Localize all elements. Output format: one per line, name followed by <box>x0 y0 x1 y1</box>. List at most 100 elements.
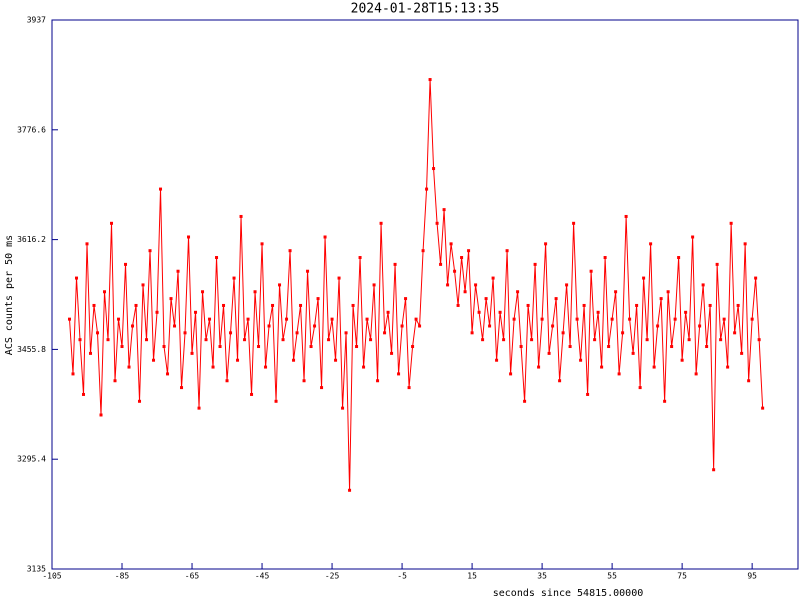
data-point <box>355 345 359 349</box>
data-point <box>162 345 166 349</box>
x-tick-label: 55 <box>607 572 617 581</box>
data-point <box>274 399 278 403</box>
data-point <box>558 379 562 383</box>
data-point <box>159 187 163 191</box>
data-point <box>369 338 373 342</box>
data-point <box>309 345 313 349</box>
data-point <box>306 269 310 273</box>
data-point <box>404 297 408 301</box>
data-point <box>712 468 716 472</box>
data-point <box>288 249 292 253</box>
chart-title: 2024-01-28T15:13:35 <box>351 2 500 17</box>
data-point <box>148 249 152 253</box>
data-point <box>204 338 208 342</box>
data-point <box>169 297 173 301</box>
data-point <box>211 365 215 369</box>
data-point <box>337 276 341 280</box>
x-tick-label: -45 <box>255 572 270 581</box>
data-point <box>740 351 744 355</box>
data-point <box>372 283 376 287</box>
data-point <box>99 413 103 417</box>
data-point <box>649 242 653 246</box>
data-point <box>376 379 380 383</box>
data-point <box>491 276 495 280</box>
data-point <box>701 283 705 287</box>
data-point <box>705 345 709 349</box>
data-point <box>222 303 226 307</box>
data-point <box>502 338 506 342</box>
y-tick-label: 3616.2 <box>17 235 46 244</box>
data-point <box>110 221 114 225</box>
data-point <box>92 303 96 307</box>
y-axis-label: ACS counts per 50 ms <box>4 235 15 355</box>
data-point <box>124 262 128 266</box>
x-tick-label: -85 <box>115 572 130 581</box>
data-point <box>323 235 327 239</box>
data-point <box>425 187 429 191</box>
data-point <box>673 317 677 321</box>
data-point <box>341 406 345 410</box>
data-point <box>579 358 583 362</box>
data-point <box>421 249 425 253</box>
data-point <box>383 331 387 335</box>
data-point <box>208 317 212 321</box>
data-point <box>603 256 607 260</box>
data-point <box>96 331 100 335</box>
data-point <box>145 338 149 342</box>
y-tick-label: 3937 <box>27 16 46 25</box>
data-point <box>435 221 439 225</box>
data-point <box>540 317 544 321</box>
data-point <box>726 365 730 369</box>
data-point <box>677 256 681 260</box>
data-point <box>131 324 135 328</box>
data-point <box>351 303 355 307</box>
data-point <box>467 249 471 253</box>
data-point <box>572 221 576 225</box>
data-point <box>656 324 660 328</box>
data-point <box>141 283 145 287</box>
data-point <box>607 345 611 349</box>
data-point <box>593 338 597 342</box>
data-point <box>631 351 635 355</box>
data-point <box>505 249 509 253</box>
data-point <box>691 235 695 239</box>
x-tick-label: -25 <box>325 572 340 581</box>
data-point <box>621 331 625 335</box>
data-point <box>761 406 765 410</box>
data-point <box>316 297 320 301</box>
data-point <box>477 310 481 314</box>
data-point <box>117 317 121 321</box>
data-point <box>379 221 383 225</box>
data-point <box>183 331 187 335</box>
data-point <box>551 324 555 328</box>
data-point <box>253 290 257 294</box>
data-point <box>113 379 117 383</box>
data-point <box>281 338 285 342</box>
data-point <box>68 317 72 321</box>
data-point <box>313 324 317 328</box>
data-point <box>176 269 180 273</box>
data-point <box>152 358 156 362</box>
x-tick-label: 75 <box>677 572 687 581</box>
data-point <box>561 331 565 335</box>
data-point <box>89 351 93 355</box>
data-point <box>190 351 194 355</box>
data-point <box>729 221 733 225</box>
data-point <box>614 290 618 294</box>
data-point <box>680 358 684 362</box>
data-point <box>348 488 352 492</box>
data-point <box>600 365 604 369</box>
data-point <box>635 303 639 307</box>
data-point <box>264 365 268 369</box>
data-point <box>568 345 572 349</box>
x-tick-label: 95 <box>747 572 757 581</box>
data-point <box>82 392 86 396</box>
data-point <box>127 365 131 369</box>
data-point <box>246 317 250 321</box>
x-axis-label: seconds since 54815.00000 <box>493 588 644 599</box>
data-point <box>642 276 646 280</box>
data-point <box>85 242 89 246</box>
data-point <box>624 214 628 218</box>
data-point <box>481 338 485 342</box>
data-point <box>411 345 415 349</box>
